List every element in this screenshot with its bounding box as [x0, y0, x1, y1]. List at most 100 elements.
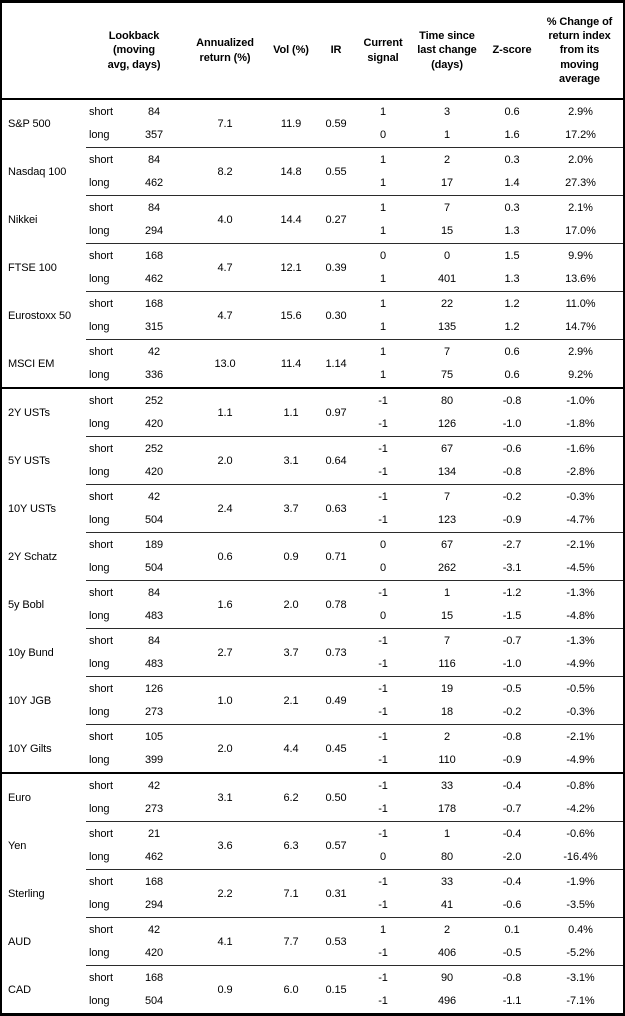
current-signal-short: 0: [379, 249, 387, 262]
annualized-return: 3.6: [217, 839, 233, 852]
lookback-short: 84: [147, 105, 161, 118]
asset-row-group: Nasdaq 100 short long 84 462 8.2 14.8 0.55 1 1 2 17…: [2, 148, 623, 195]
annualized-return: 4.7: [217, 261, 233, 274]
zscore-long: -0.6: [502, 899, 522, 912]
horizon-label-short: short: [89, 923, 113, 936]
zscore-short: 0.3: [504, 153, 520, 166]
horizon-label-long: long: [89, 899, 110, 912]
row-divider: [86, 628, 623, 629]
pct-change-short: 11.0%: [565, 297, 596, 310]
vol: 6.0: [283, 983, 299, 996]
pct-change-short: -0.8%: [566, 779, 595, 792]
row-divider: [86, 821, 623, 822]
asset-name: 5Y USTs: [8, 454, 50, 467]
row-divider: [86, 917, 623, 918]
pct-change-short: 9.9%: [568, 249, 593, 262]
horizon-label-long: long: [89, 129, 110, 142]
horizon-label-short: short: [89, 875, 113, 888]
ir: 0.31: [325, 887, 347, 900]
asset-name: S&P 500: [8, 117, 51, 130]
horizon-label-long: long: [89, 466, 110, 479]
lookback-short: 168: [144, 875, 164, 888]
row-divider: [86, 291, 623, 292]
pct-change-long: -16.4%: [563, 851, 598, 864]
zscore-long: 1.6: [504, 129, 520, 142]
ir: 0.49: [325, 694, 347, 707]
pct-change-long: -3.5%: [566, 899, 595, 912]
zscore-long: -2.0: [502, 851, 522, 864]
zscore-long: -3.1: [502, 562, 522, 575]
current-signal-long: -1: [378, 899, 388, 912]
pct-change-long: -4.2%: [566, 803, 595, 816]
lookback-short: 42: [147, 779, 161, 792]
annualized-return: 2.0: [217, 454, 233, 467]
pct-change-long: -4.9%: [566, 658, 595, 671]
row-divider: [86, 484, 623, 485]
asset-row-group: 5y Bobl short long 84 483 1.6 2.0 0.78 -1 0 1 15 -1.…: [2, 581, 623, 628]
current-signal-short: -1: [378, 394, 388, 407]
zscore-short: -0.2: [502, 490, 522, 503]
horizon-label-long: long: [89, 225, 110, 238]
asset-name: Sterling: [8, 887, 45, 900]
ir: 0.45: [325, 742, 347, 755]
lookback-short: 168: [144, 971, 164, 984]
vol: 6.2: [283, 791, 299, 804]
annualized-return: 7.1: [217, 117, 233, 130]
zscore-long: 1.3: [504, 273, 520, 286]
horizon-label-long: long: [89, 706, 110, 719]
ir: 0.30: [325, 309, 347, 322]
asset-name: AUD: [8, 935, 31, 948]
ir: 0.55: [325, 165, 347, 178]
current-signal-short: -1: [378, 827, 388, 840]
ir: 0.53: [325, 935, 347, 948]
asset-name: 2Y Schatz: [8, 550, 58, 563]
time-since-long: 116: [438, 658, 456, 671]
time-since-long: 126: [437, 418, 457, 431]
lookback-short: 189: [144, 538, 164, 551]
lookback-short: 84: [147, 201, 161, 214]
asset-row-group: FTSE 100 short long 168 462 4.7 12.1 0.39 0 1 0 401…: [2, 244, 623, 291]
annualized-return: 8.2: [217, 165, 233, 178]
current-signal-long: 1: [379, 225, 387, 238]
asset-row-group: 10Y USTs short long 42 504 2.4 3.7 0.63 -1 -1 7 123…: [2, 485, 623, 532]
asset-name: 10Y Gilts: [8, 742, 52, 755]
time-since-short: 22: [440, 297, 454, 310]
lookback-long: 420: [144, 947, 164, 960]
horizon-label-short: short: [89, 153, 113, 166]
current-signal-short: 1: [379, 923, 387, 936]
time-since-long: 496: [437, 995, 457, 1008]
current-signal-short: -1: [378, 442, 388, 455]
pct-change-short: -0.6%: [566, 827, 595, 840]
horizon-label-short: short: [89, 634, 113, 647]
vol: 7.1: [283, 887, 299, 900]
annualized-return: 1.0: [217, 694, 233, 707]
time-since-short: 1: [443, 827, 451, 840]
current-signal-long: -1: [378, 803, 388, 816]
asset-name: Eurostoxx 50: [8, 309, 72, 322]
time-since-long: 15: [440, 225, 454, 238]
row-divider: [86, 532, 623, 533]
vol: 3.1: [283, 454, 299, 467]
asset-name: Nikkei: [8, 213, 38, 226]
lookback-long: 315: [144, 321, 164, 334]
pct-change-long: -4.7%: [566, 514, 595, 527]
pct-change-short: 2.9%: [568, 105, 593, 118]
ir: 0.50: [325, 791, 347, 804]
asset-row-group: CAD short long 168 504 0.9 6.0 0.15 -1 -1 90 496 -0.…: [2, 966, 623, 1013]
vol: 2.0: [283, 598, 299, 611]
lookback-long: 483: [144, 658, 164, 671]
ir: 1.14: [325, 357, 347, 370]
vol: 12.1: [280, 261, 302, 274]
asset-row-group: Euro short long 42 273 3.1 6.2 0.50 -1 -1 33 178 -0.…: [2, 774, 623, 821]
horizon-label-short: short: [89, 442, 113, 455]
horizon-label-long: long: [89, 562, 110, 575]
horizon-label-short: short: [89, 249, 113, 262]
vol: 3.7: [283, 502, 299, 515]
header-current-signal: Current signal: [363, 37, 403, 64]
time-since-long: 406: [437, 947, 457, 960]
header-ir: IR: [330, 44, 342, 57]
horizon-label-short: short: [89, 201, 113, 214]
pct-change-long: -2.8%: [566, 466, 595, 479]
pct-change-long: -0.3%: [566, 706, 595, 719]
